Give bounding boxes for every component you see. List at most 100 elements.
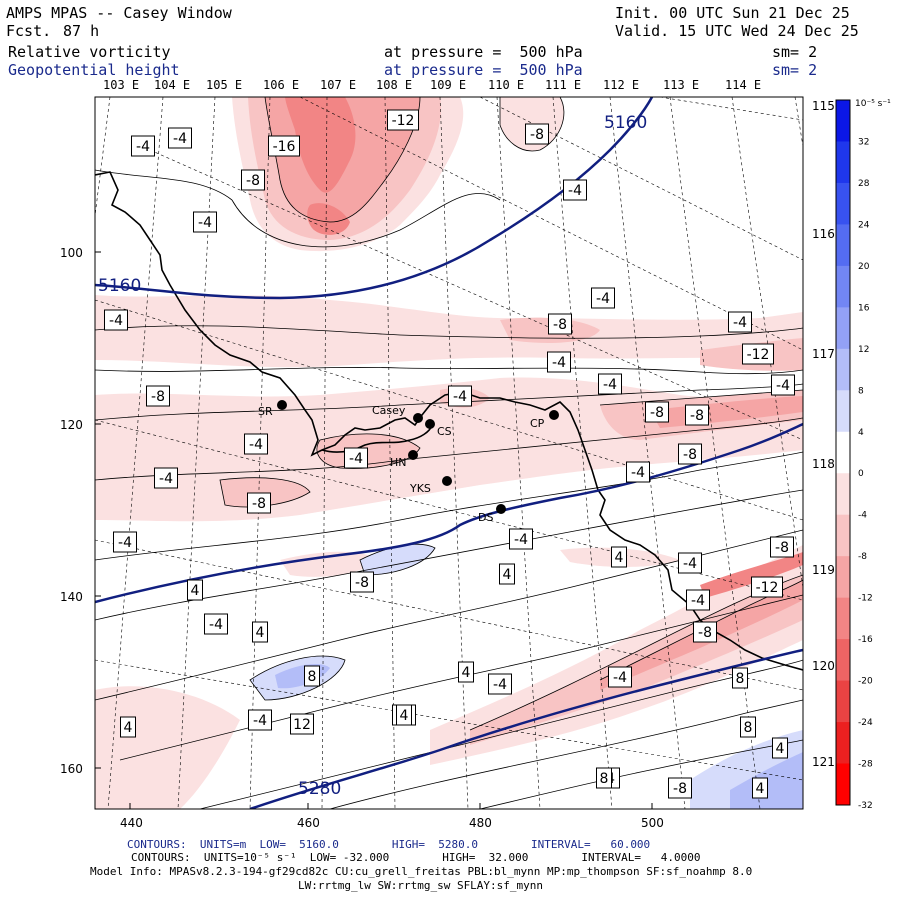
vorticity-label-box: [596, 767, 612, 789]
colorbar-swatch: [836, 348, 850, 391]
vorticity-label: 4: [776, 741, 785, 757]
station-marker: [442, 476, 452, 486]
vorticity-label: 8: [600, 771, 609, 787]
x-axis-label: 480: [469, 816, 492, 830]
colorbar-swatch: [836, 763, 850, 806]
vorticity-label: -4: [631, 465, 645, 481]
colorbar-swatch: [836, 556, 850, 599]
vorticity-label-box: [168, 127, 192, 149]
colorbar-tick-label: 16: [858, 303, 870, 313]
vorticity-label-box: [608, 666, 632, 688]
colorbar-tick-label: 12: [858, 345, 869, 355]
station-marker: [413, 413, 423, 423]
colorbar-tick-label: -28: [858, 760, 873, 770]
colorbar-tick-label: 32: [858, 137, 869, 147]
colorbar-swatch: [836, 141, 850, 184]
forecast-hour: 87 h: [63, 22, 100, 40]
colorbar-swatch: [836, 100, 850, 142]
vorticity-label: -4: [198, 215, 212, 231]
vorticity-label-box: [193, 211, 217, 233]
y-axis-label: 160: [60, 762, 83, 776]
vorticity-label: -4: [683, 556, 697, 572]
vorticity-label: -4: [776, 378, 790, 394]
height-contour-label: 5280: [298, 779, 341, 799]
forecast-label: Fcst.: [6, 22, 52, 40]
vorticity-label-box: [154, 467, 178, 489]
x-axis-label: 460: [297, 816, 320, 830]
lon-label: 104 E: [154, 78, 191, 92]
y-axis-label: 100: [60, 246, 83, 260]
vorticity-label-box: [751, 576, 783, 598]
vorticity-label-box: [304, 665, 320, 687]
station-marker: [408, 450, 418, 460]
vorticity-label-box: [120, 716, 136, 738]
colorbar-tick-label: -20: [858, 677, 873, 687]
vorticity-label-box: [740, 716, 756, 738]
vorticity-label: -8: [151, 389, 165, 405]
footer-height-contours: CONTOURS: UNITS=m LOW= 5160.0 HIGH= 5280…: [127, 838, 651, 851]
vorticity-label-box: [387, 109, 419, 131]
lon-label: 105 E: [206, 78, 243, 92]
x-axis-label: 500: [641, 816, 664, 830]
station-marker: [425, 419, 435, 429]
vorticity-label-box: [728, 311, 752, 333]
colorbar-swatch: [836, 265, 850, 308]
colorbar-swatch: [836, 722, 850, 765]
vorticity-label-box: [525, 123, 549, 145]
vorticity-label-box: [244, 433, 268, 455]
vorticity-label-box: [509, 528, 533, 550]
lon-label: 108 E: [376, 78, 413, 92]
vorticity-label-box: [772, 737, 788, 759]
stations: [277, 400, 559, 514]
vorticity-label: -8: [246, 173, 260, 189]
vorticity-label: -8: [775, 540, 789, 556]
vorticity-label-box: [563, 179, 587, 201]
vorticity-label: -4: [568, 183, 582, 199]
vorticity-label-box: [290, 713, 314, 735]
vorticity-label-box: [752, 777, 768, 799]
vorticity-label: -8: [650, 405, 664, 421]
vorticity-label-box: [241, 169, 265, 191]
station-label: HN: [390, 456, 407, 469]
vorticity-label-box: [732, 667, 748, 689]
vorticity-label-box: [104, 309, 128, 331]
vorticity-label-box: [146, 385, 170, 407]
vorticity-label-box: [742, 343, 774, 365]
colorbar-swatch: [836, 597, 850, 640]
colorbar-swatch: [836, 680, 850, 723]
x-axis-label: 440: [120, 816, 143, 830]
vorticity-label: -4: [596, 291, 610, 307]
vorticity-label-box: [598, 373, 622, 395]
colorbar-tick-label: 8: [858, 386, 864, 396]
vorticity-label: -4: [173, 131, 187, 147]
colorbar-swatch: [836, 182, 850, 225]
vorticity-label-box: [547, 351, 571, 373]
colorbar-swatch: [836, 514, 850, 557]
vorticity-label: -4: [493, 677, 507, 693]
vorticity-label: -4: [691, 593, 705, 609]
vorticity-label-box: [626, 461, 650, 483]
height-labels: 5160 5160 5280: [98, 113, 647, 799]
station-label: DS: [478, 511, 493, 524]
vorticity-label: 4: [462, 665, 471, 681]
footer-model-info-2: LW:rrtmg_lw SW:rrtmg_sw SFLAY:sf_mynn: [298, 879, 544, 892]
vorticity-label: -4: [453, 389, 467, 405]
vorticity-label: 4: [256, 625, 265, 641]
vorticity-label: -12: [747, 347, 770, 363]
lon-label: 107 E: [320, 78, 357, 92]
station-label: Casey: [372, 404, 406, 417]
vorticity-label-box: [771, 374, 795, 396]
lon-label: 114 E: [725, 78, 762, 92]
vorticity-label-box: [458, 661, 474, 683]
vorticity-label: -8: [673, 781, 687, 797]
vorticity-label: 8: [308, 669, 317, 685]
lon-label: 112 E: [603, 78, 640, 92]
y-axis-label: 140: [60, 590, 83, 604]
vorticity-label: -4: [603, 377, 617, 393]
vorticity-label: -4: [118, 535, 132, 551]
vorticity-label: -4: [613, 670, 627, 686]
field2-name: Geopotential height: [8, 61, 180, 79]
footer-model-info: Model Info: MPASv8.2.3-194-gf29cd82c CU:…: [90, 865, 753, 878]
vorticity-label: -4: [733, 315, 747, 331]
